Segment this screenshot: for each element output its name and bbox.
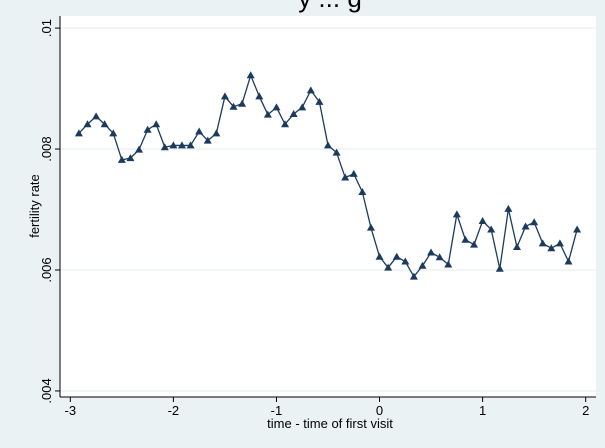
data-point-33 (358, 187, 367, 195)
data-point-48 (487, 225, 496, 233)
data-point-56 (555, 239, 564, 247)
data-point-54 (538, 239, 547, 247)
data-point-50 (504, 204, 513, 212)
data-point-41 (427, 248, 436, 256)
data-point-2 (92, 112, 101, 120)
data-point-6 (126, 154, 135, 162)
data-point-19 (238, 99, 247, 107)
data-point-1 (83, 120, 92, 128)
data-point-55 (547, 244, 556, 252)
x-tick-label-1: -2 (168, 403, 180, 418)
data-point-37 (392, 252, 401, 260)
data-point-23 (272, 103, 281, 111)
data-point-52 (521, 222, 530, 230)
y-axis-title: fertility rate (27, 174, 42, 238)
data-point-21 (255, 92, 264, 100)
x-tick-label-2: -1 (271, 403, 283, 418)
series-layer (74, 71, 582, 280)
data-point-15 (203, 136, 212, 144)
data-point-3 (100, 120, 109, 128)
data-point-18 (229, 102, 238, 110)
axis-layer: .004 .006 .008 .01 -3 -2 -1 0 1 2 (39, 16, 596, 418)
x-tick-label-3: 0 (376, 403, 383, 418)
data-point-11 (169, 141, 178, 149)
data-point-5 (117, 155, 126, 163)
data-point-16 (212, 129, 221, 137)
data-point-10 (160, 143, 169, 151)
data-point-35 (375, 252, 384, 260)
data-point-9 (152, 120, 161, 128)
x-tick-label-4: 1 (479, 403, 486, 418)
data-point-34 (366, 223, 375, 231)
data-point-42 (435, 253, 444, 261)
data-point-36 (384, 263, 393, 271)
data-point-51 (512, 243, 521, 251)
data-point-7 (135, 145, 144, 153)
data-point-0 (74, 129, 83, 137)
data-point-45 (461, 235, 470, 243)
data-point-46 (470, 240, 479, 248)
data-point-12 (177, 141, 186, 149)
x-axis-title: time - time of first visit (267, 416, 393, 431)
plot-area (60, 16, 596, 397)
data-point-27 (306, 86, 315, 94)
x-tick-label-5: 2 (582, 403, 589, 418)
data-point-38 (401, 257, 410, 265)
data-point-4 (109, 129, 118, 137)
data-point-8 (143, 125, 152, 133)
data-point-20 (246, 71, 255, 79)
data-point-31 (341, 173, 350, 181)
y-tick-label-0: .004 (39, 378, 54, 403)
data-point-53 (530, 218, 539, 226)
data-point-39 (409, 272, 418, 280)
data-point-49 (495, 264, 504, 272)
data-point-25 (289, 109, 298, 117)
data-point-29 (324, 141, 332, 149)
data-point-58 (573, 225, 582, 233)
data-point-32 (349, 169, 358, 177)
y-tick-label-1: .006 (39, 257, 54, 282)
data-point-13 (186, 141, 195, 149)
y-tick-label-3: .01 (39, 19, 54, 37)
data-point-30 (332, 148, 341, 156)
x-tick-label-0: -3 (65, 403, 77, 418)
data-point-14 (195, 127, 204, 135)
chart-title-fragment: y ... g (298, 0, 362, 13)
data-point-17 (220, 92, 229, 100)
data-point-24 (281, 120, 290, 128)
data-point-44 (452, 210, 461, 218)
data-point-40 (418, 261, 427, 269)
data-point-28 (315, 97, 324, 105)
y-tick-label-2: .008 (39, 136, 54, 161)
data-point-47 (478, 217, 487, 225)
grid-layer (60, 27, 596, 392)
data-point-43 (444, 260, 453, 268)
data-point-22 (263, 110, 272, 118)
data-point-26 (298, 103, 307, 111)
data-point-57 (564, 257, 573, 265)
